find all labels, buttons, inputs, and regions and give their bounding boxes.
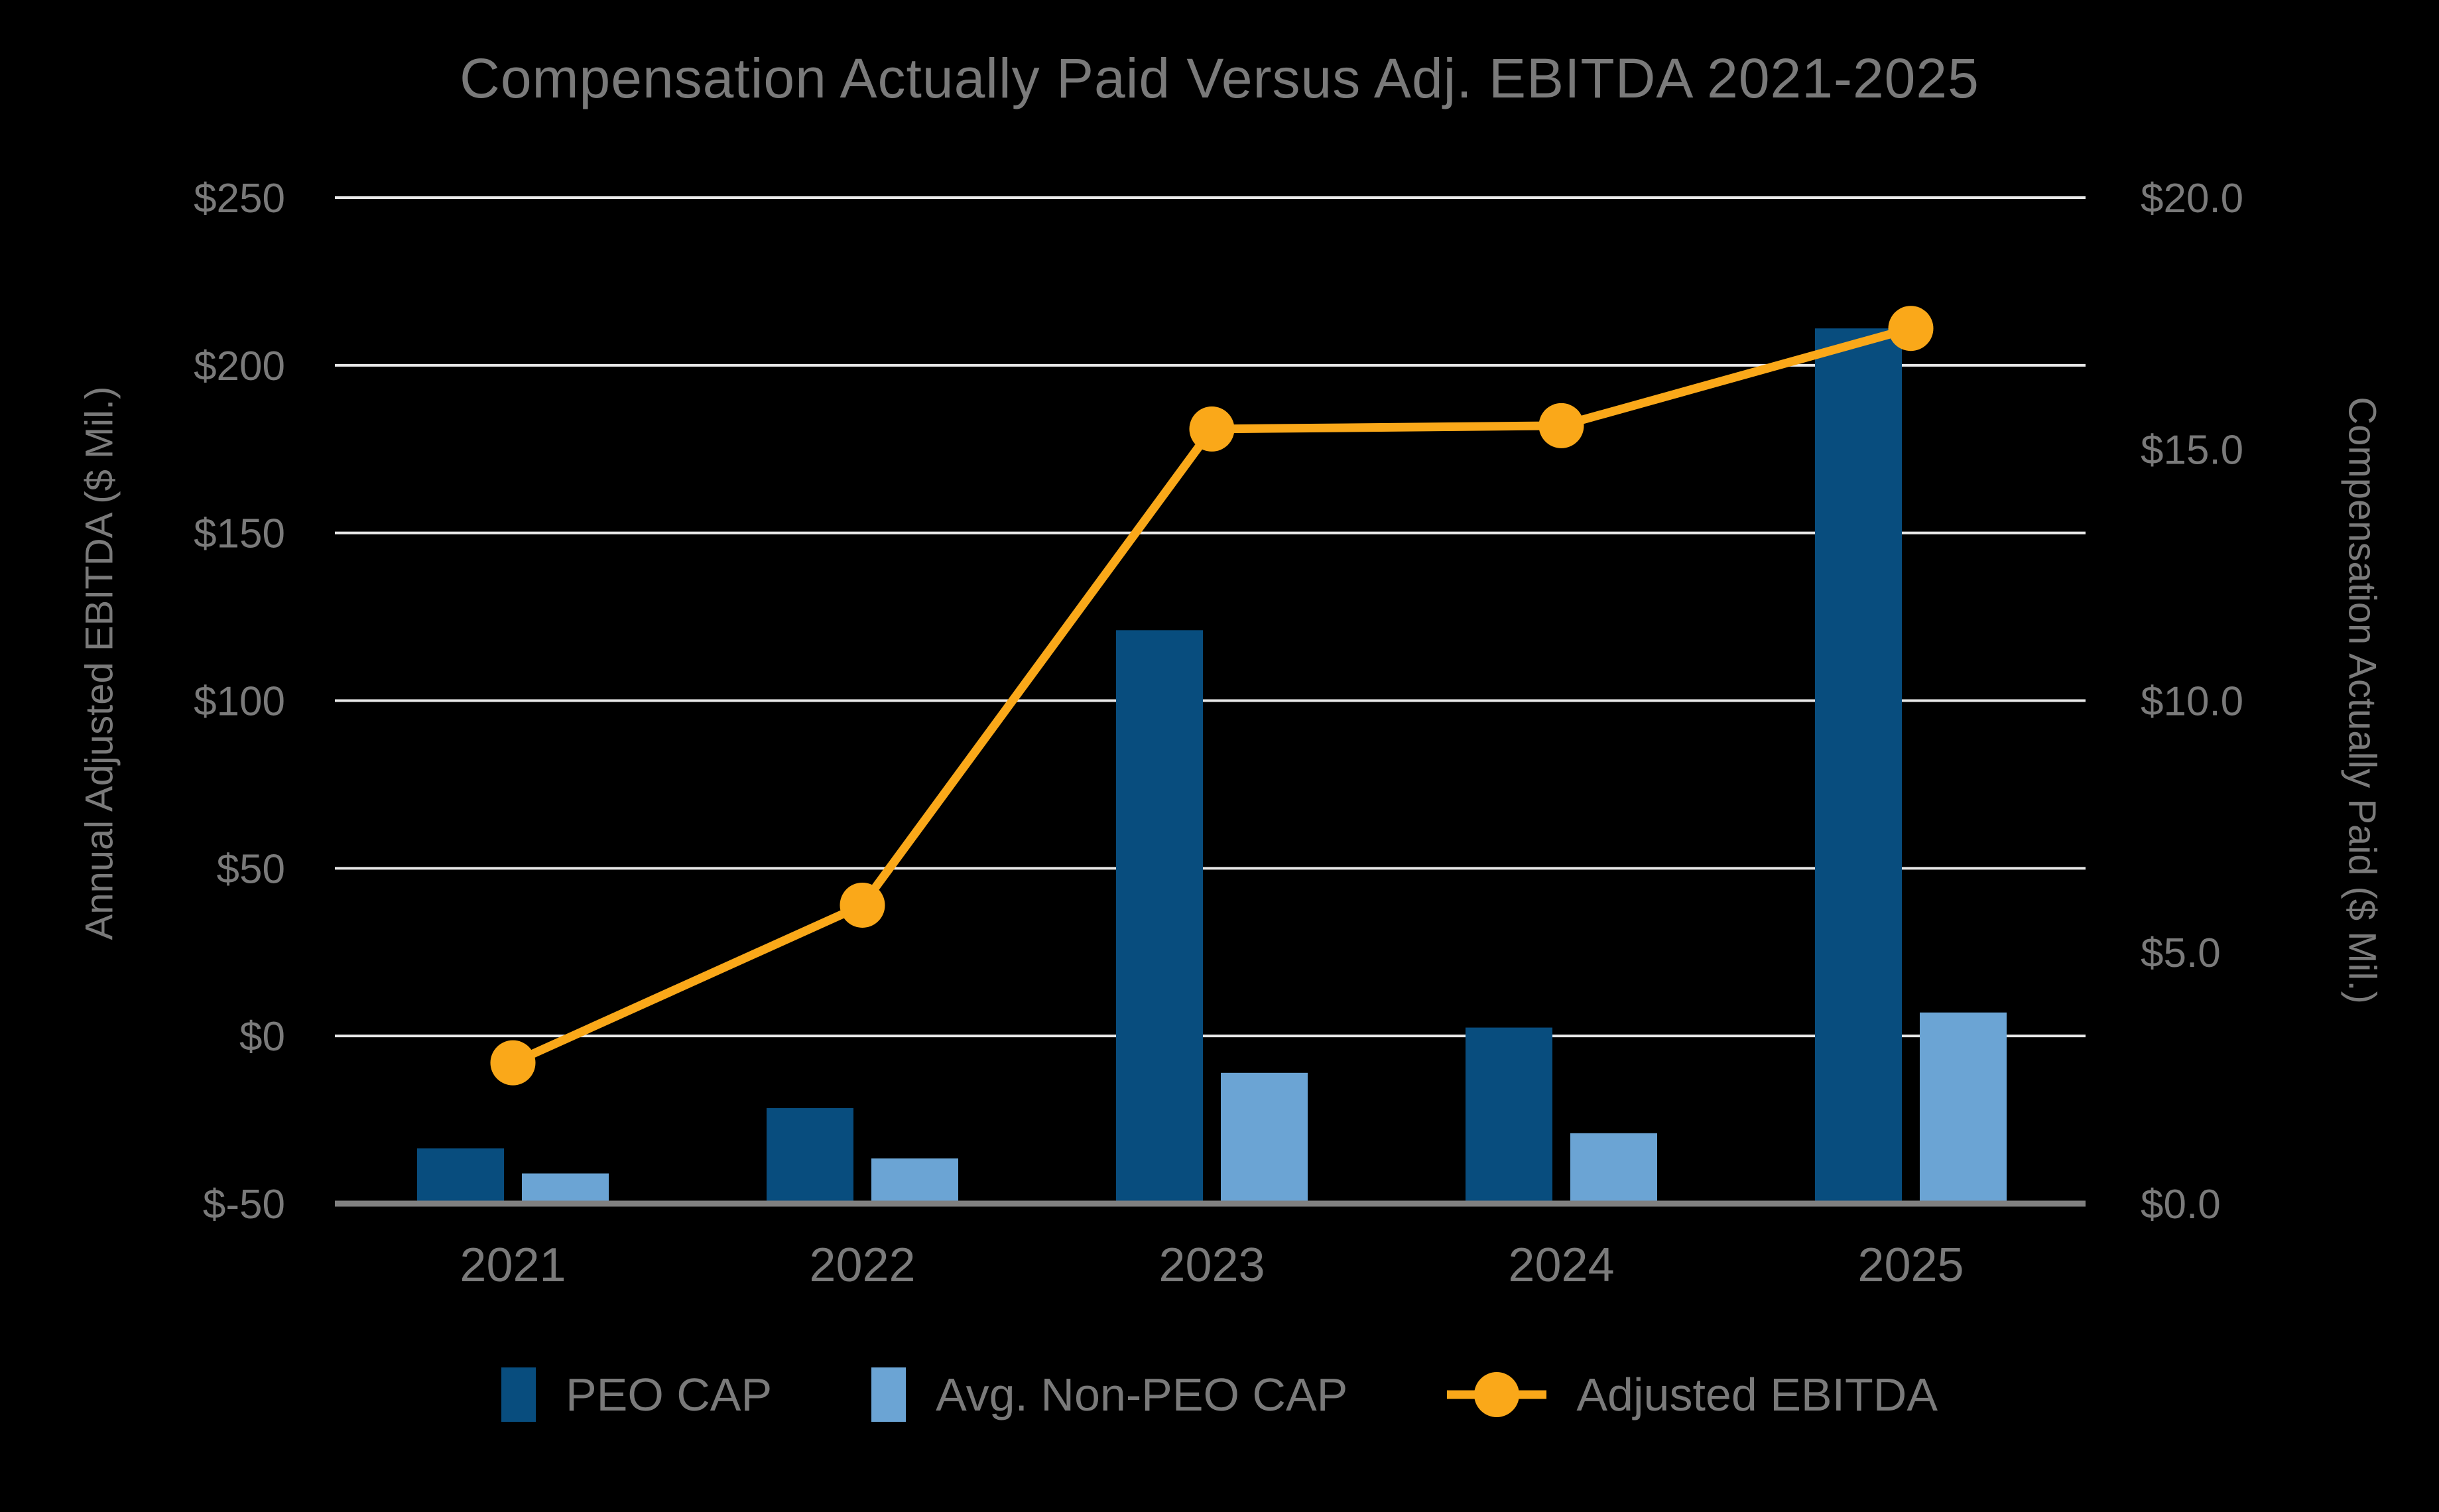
x-axis-label: 2023	[1158, 1239, 1265, 1292]
non-peo-cap-bar	[1570, 1133, 1657, 1204]
adjusted-ebitda-point	[840, 882, 885, 928]
legend-item-non-peo-cap: Avg. Non-PEO CAP	[871, 1367, 1347, 1422]
chart-title: Compensation Actually Paid Versus Adj. E…	[460, 47, 1979, 109]
legend: PEO CAP Avg. Non-PEO CAP Adjusted EBITDA	[0, 1365, 2439, 1424]
peo-cap-bar	[417, 1148, 504, 1204]
legend-item-adjusted-ebitda: Adjusted EBITDA	[1447, 1365, 1938, 1424]
adjusted-ebitda-line-marker-icon	[1447, 1372, 1547, 1417]
left-axis-tick: $-50	[203, 1182, 285, 1228]
legend-label-adjusted-ebitda: Adjusted EBITDA	[1576, 1369, 1938, 1420]
non-peo-cap-swatch-icon	[871, 1367, 907, 1422]
peo-cap-bar	[1815, 328, 1902, 1204]
adjusted-ebitda-point	[490, 1040, 536, 1086]
adjusted-ebitda-point	[1189, 406, 1235, 452]
x-axis-label: 2025	[1857, 1239, 1964, 1292]
x-axis-label: 2024	[1508, 1239, 1614, 1292]
peo-cap-bar	[1116, 630, 1203, 1204]
right-axis-tick: $5.0	[2141, 930, 2221, 976]
right-axis-tick: $15.0	[2141, 427, 2243, 473]
left-axis-tick: $100	[194, 679, 285, 725]
legend-label-non-peo-cap: Avg. Non-PEO CAP	[936, 1369, 1348, 1420]
legend-label-peo-cap: PEO CAP	[565, 1369, 773, 1420]
left-axis-tick: $50	[217, 846, 285, 892]
legend-item-peo-cap: PEO CAP	[501, 1367, 772, 1422]
x-axis-label: 2022	[809, 1239, 915, 1292]
non-peo-cap-bar	[1920, 1012, 2007, 1204]
left-axis-tick: $250	[194, 176, 285, 221]
left-axis-tick: $150	[194, 511, 285, 557]
right-axis-tick: $0.0	[2141, 1182, 2221, 1228]
non-peo-cap-bar	[871, 1158, 958, 1204]
peo-cap-bar	[767, 1107, 853, 1204]
right-axis-tick: $20.0	[2141, 176, 2243, 221]
non-peo-cap-bar	[1221, 1072, 1308, 1204]
left-axis-tick: $0	[239, 1014, 285, 1060]
peo-cap-bar	[1466, 1027, 1552, 1204]
x-axis-label: 2021	[460, 1239, 566, 1292]
right-axis-tick: $10.0	[2141, 679, 2243, 725]
non-peo-cap-bar	[522, 1173, 609, 1204]
peo-cap-swatch-icon	[501, 1367, 536, 1422]
left-axis-tick: $200	[194, 344, 285, 389]
adjusted-ebitda-point	[1888, 306, 1934, 351]
adjusted-ebitda-point	[1538, 403, 1584, 448]
